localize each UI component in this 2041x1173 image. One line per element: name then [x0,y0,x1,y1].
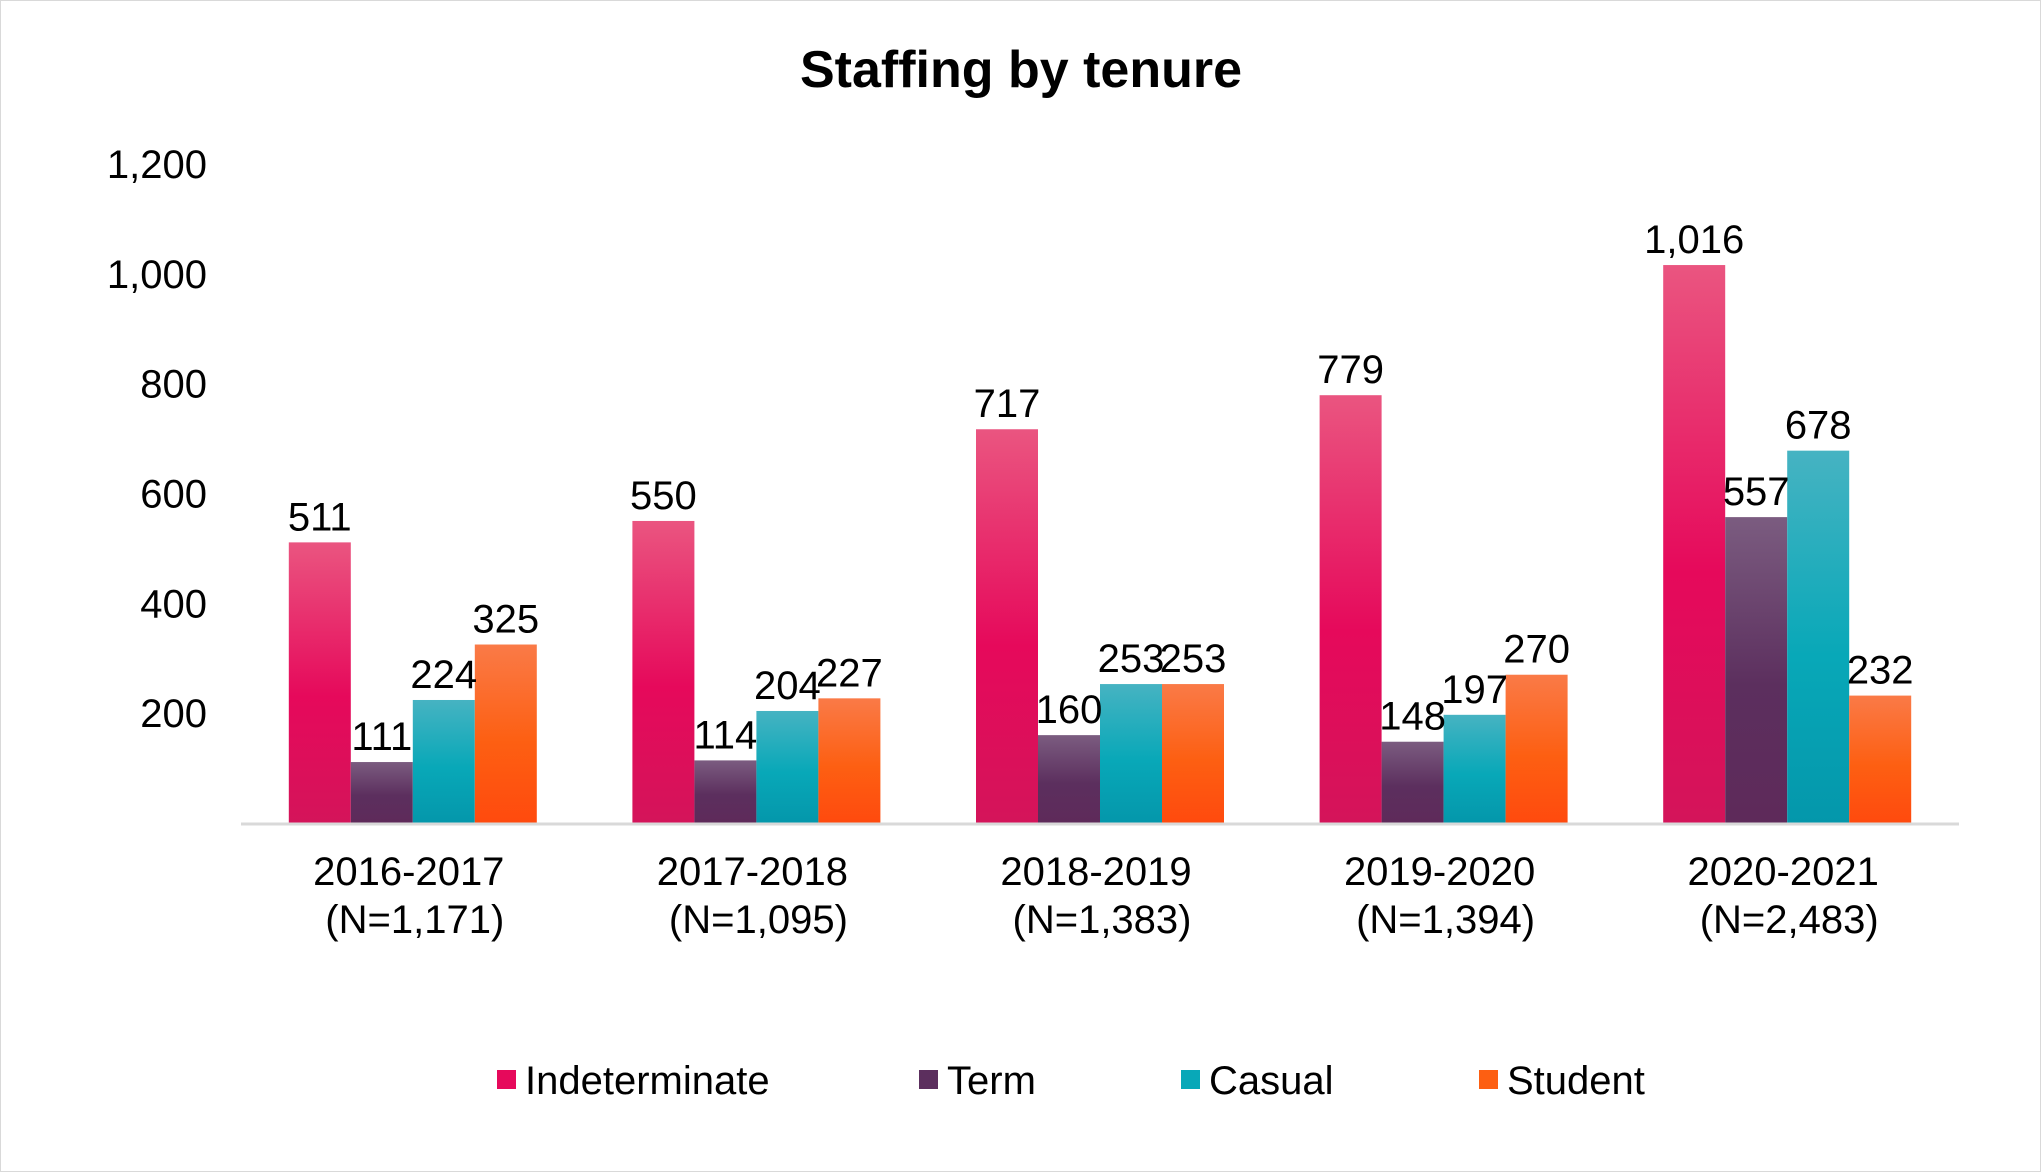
chart-title: Staffing by tenure [800,41,1242,99]
legend-item-casual: Casual [1181,1059,1334,1103]
legend-label-indeterminate: Indeterminate [525,1059,770,1103]
x-tick-label-period: 2016-2017 [313,850,504,894]
data-label-student-2018-2019: 253 [1160,637,1227,681]
data-label-term-2020-2021: 557 [1723,470,1790,514]
legend-swatch-casual [1181,1070,1200,1089]
bar-student-2016-2017 [474,644,537,823]
data-label-term-2016-2017: 111 [351,715,412,759]
x-tick-label-count: (N=1,171) [325,898,504,942]
bar-term-2016-2017 [350,762,413,823]
x-tick-label-count: (N=1,394) [1356,898,1535,942]
bar-student-2017-2018 [818,698,881,823]
x-axis: 2016-2017(N=1,171) 2017-2018(N=1,095) 2018… [313,850,1879,942]
data-label-student-2019-2020: 270 [1503,628,1570,672]
bar-indeterminate-2017-2018 [632,520,695,823]
x-tick-label-count: (N=1,383) [1013,898,1192,942]
bar-term-2019-2020 [1381,741,1444,823]
data-label-casual-2016-2017: 224 [410,653,477,697]
legend-label-casual: Casual [1209,1059,1334,1103]
legend-swatch-indeterminate [497,1070,516,1089]
legend-swatch-student [1479,1070,1498,1089]
y-tick-label: 800 [140,363,207,407]
bars [288,265,1912,824]
legend: Indeterminate Term Casual Student [497,1059,1645,1103]
data-label-casual-2019-2020: 197 [1441,668,1508,712]
x-tick-label-period: 2017-2018 [657,850,848,894]
y-tick-label: 1,200 [107,143,207,187]
bar-student-2019-2020 [1505,674,1568,823]
y-tick-label: 200 [140,692,207,736]
x-tick-label-period: 2018-2019 [1000,850,1191,894]
bar-casual-2020-2021 [1787,450,1850,823]
data-label-student-2016-2017: 325 [472,598,539,642]
x-tick-label-count: (N=2,483) [1700,898,1879,942]
bar-indeterminate-2016-2017 [288,542,351,823]
legend-label-term: Term [947,1059,1036,1103]
bar-indeterminate-2019-2020 [1319,395,1382,823]
x-tick-label-count: (N=1,095) [669,898,848,942]
data-label-indeterminate-2018-2019: 717 [974,382,1041,426]
data-label-indeterminate-2016-2017: 511 [288,495,352,539]
data-label-indeterminate-2017-2018: 550 [630,474,697,518]
legend-item-student: Student [1479,1059,1645,1103]
legend-item-indeterminate: Indeterminate [497,1059,770,1103]
x-tick-label-period: 2019-2020 [1344,850,1535,894]
data-label-student-2017-2018: 227 [816,651,883,695]
legend-item-term: Term [919,1059,1036,1103]
legend-label-student: Student [1507,1059,1645,1103]
bar-casual-2019-2020 [1443,714,1506,823]
x-tick-label-period: 2020-2021 [1688,850,1879,894]
data-label-term-2018-2019: 160 [1036,688,1103,732]
data-label-term-2017-2018: 114 [694,713,758,757]
legend-swatch-term [919,1070,938,1089]
bar-casual-2017-2018 [756,710,819,823]
bar-student-2018-2019 [1162,684,1224,823]
y-axis: 200 400 600 800 1,000 1,200 [107,143,207,736]
bar-indeterminate-2018-2019 [976,429,1038,823]
bar-term-2020-2021 [1725,517,1788,823]
y-tick-label: 1,000 [107,253,207,297]
bar-indeterminate-2020-2021 [1663,265,1726,824]
data-label-indeterminate-2020-2021: 1,016 [1644,218,1744,262]
bar-student-2020-2021 [1849,695,1912,823]
data-label-casual-2020-2021: 678 [1785,404,1852,448]
data-label-student-2020-2021: 232 [1847,649,1914,693]
y-tick-label: 600 [140,473,207,517]
data-label-casual-2017-2018: 204 [754,664,821,708]
data-label-term-2019-2020: 148 [1379,695,1446,739]
y-tick-label: 400 [140,582,207,626]
bar-term-2017-2018 [694,760,757,823]
data-label-casual-2018-2019: 253 [1098,637,1165,681]
bar-casual-2018-2019 [1100,684,1162,823]
bar-casual-2016-2017 [412,699,475,823]
data-label-indeterminate-2019-2020: 779 [1317,348,1384,392]
bar-term-2018-2019 [1038,735,1100,823]
